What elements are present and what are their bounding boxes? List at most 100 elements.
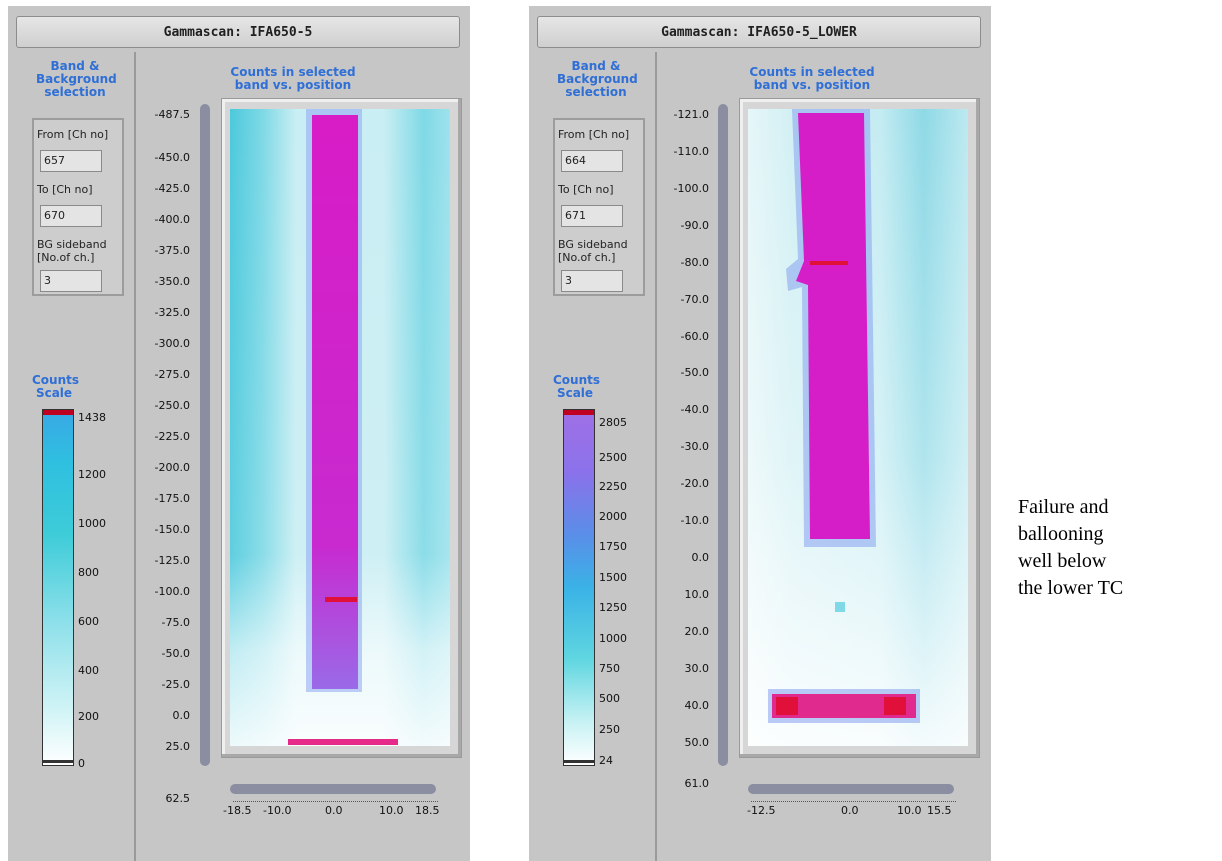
y-tick: -75.0 <box>161 616 190 629</box>
y-tick: -425.0 <box>154 182 190 195</box>
scale-tick: 2805 <box>599 416 627 429</box>
fuel-rod-signal <box>796 113 870 539</box>
y-tick: -50.0 <box>161 647 190 660</box>
lower-hot-spot-left <box>776 697 798 715</box>
scale-tick: 500 <box>599 692 620 705</box>
y-tick: 25.0 <box>165 740 191 753</box>
band-background-heading: Band & Background selection <box>557 59 638 99</box>
vertical-scrollbar[interactable] <box>200 104 210 766</box>
y-tick: -121.0 <box>673 108 709 121</box>
to-label: To [Ch no] <box>558 183 614 196</box>
scale-tick: 1000 <box>78 517 106 530</box>
intensity-map <box>748 109 968 746</box>
y-tick: 30.0 <box>684 662 710 675</box>
scale-tick: 750 <box>599 662 620 675</box>
bg-sideband-label: BG sideband <box>37 238 107 251</box>
plot-heading: Counts in selected band vs. position <box>749 65 875 92</box>
scale-max-marker <box>564 410 594 415</box>
counts-scale-heading: Counts Scale <box>32 373 80 400</box>
scale-tick: 1750 <box>599 540 627 553</box>
y-tick: -100.0 <box>154 585 190 598</box>
to-channel-input[interactable]: 671 <box>561 205 623 227</box>
horizontal-scrollbar[interactable] <box>230 784 436 794</box>
y-tick: -10.0 <box>680 514 709 527</box>
scale-tick: 1438 <box>78 411 106 424</box>
failure-annotation: Failure and ballooning well below the lo… <box>1018 494 1218 602</box>
gammascan-panel-2: Gammascan: IFA650-5_LOWER Band & Backgro… <box>529 6 991 861</box>
scale-tick: 600 <box>78 615 99 628</box>
intensity-map <box>230 109 450 746</box>
scale-min-marker <box>564 760 594 763</box>
annotation-line: ballooning <box>1018 523 1104 545</box>
plot-heading: Counts in selected band vs. position <box>230 65 356 92</box>
y-tick: -400.0 <box>154 213 190 226</box>
y-tick: -100.0 <box>673 182 709 195</box>
x-tick: -18.5 <box>223 804 252 817</box>
y-tick: 62.5 <box>165 792 191 805</box>
scale-tick: 400 <box>78 664 99 677</box>
bg-sideband-unit-label: [No.of ch.] <box>558 251 616 264</box>
scale-tick: 2250 <box>599 480 627 493</box>
y-tick: -375.0 <box>154 244 190 257</box>
bg-sideband-unit-label: [No.of ch.] <box>37 251 95 264</box>
bg-sideband-label: BG sideband <box>558 238 628 251</box>
scale-min-marker <box>43 760 73 763</box>
y-tick: -325.0 <box>154 306 190 319</box>
band-selection-box: From [Ch no] 664 To [Ch no] 671 BG sideb… <box>553 118 645 296</box>
scale-tick: 2000 <box>599 510 627 523</box>
scale-max-marker <box>43 410 73 415</box>
x-tick: 10.0 <box>897 804 922 817</box>
counts-scale-heading: Counts Scale <box>553 373 601 400</box>
y-tick: -225.0 <box>154 430 190 443</box>
y-tick: 40.0 <box>684 699 710 712</box>
to-channel-input[interactable]: 670 <box>40 205 102 227</box>
x-axis: -18.5 -10.0 0.0 10.0 18.5 <box>223 801 440 824</box>
bg-sideband-input[interactable]: 3 <box>561 270 623 292</box>
y-tick: -50.0 <box>680 366 709 379</box>
x-tick: 0.0 <box>325 804 343 817</box>
y-tick: -125.0 <box>154 554 190 567</box>
y-tick: -200.0 <box>154 461 190 474</box>
vertical-scrollbar[interactable] <box>718 104 728 766</box>
gammascan-panel-1: Gammascan: IFA650-5 Band & Background se… <box>8 6 470 861</box>
y-tick: 0.0 <box>691 551 710 564</box>
bg-sideband-input[interactable]: 3 <box>40 270 102 292</box>
from-label: From [Ch no] <box>558 128 630 141</box>
y-tick: -350.0 <box>154 275 190 288</box>
scale-tick: 1000 <box>599 632 627 645</box>
horizontal-scrollbar[interactable] <box>748 784 954 794</box>
y-tick: -20.0 <box>680 477 709 490</box>
scale-tick: 2500 <box>599 451 627 464</box>
from-label: From [Ch no] <box>37 128 109 141</box>
x-axis: -12.5 0.0 10.0 15.5 <box>747 801 956 824</box>
lower-signal-band <box>288 739 398 745</box>
y-tick: -275.0 <box>154 368 190 381</box>
scale-tick: 1200 <box>78 468 106 481</box>
y-tick: -487.5 <box>154 108 190 121</box>
y-tick: -90.0 <box>680 219 709 232</box>
y-tick: -25.0 <box>161 678 190 691</box>
scale-tick: 24 <box>599 754 613 767</box>
hot-spot <box>325 597 357 602</box>
y-tick: -150.0 <box>154 523 190 536</box>
debris-fragment <box>835 602 845 612</box>
from-channel-input[interactable]: 664 <box>561 150 623 172</box>
scale-tick: 1250 <box>599 601 627 614</box>
y-tick: -70.0 <box>680 293 709 306</box>
y-tick: -450.0 <box>154 151 190 164</box>
counts-color-scale <box>42 409 74 766</box>
lower-hot-spot-right <box>884 697 906 715</box>
from-channel-input[interactable]: 657 <box>40 150 102 172</box>
scale-tick: 200 <box>78 710 99 723</box>
annotation-line: well below <box>1018 550 1107 572</box>
scale-tick: 800 <box>78 566 99 579</box>
x-tick: 10.0 <box>379 804 404 817</box>
y-tick: -300.0 <box>154 337 190 350</box>
x-tick: 18.5 <box>415 804 440 817</box>
x-tick: 15.5 <box>927 804 952 817</box>
annotation-line: the lower TC <box>1018 577 1124 599</box>
to-label: To [Ch no] <box>37 183 93 196</box>
y-tick: -250.0 <box>154 399 190 412</box>
y-tick: -80.0 <box>680 256 709 269</box>
scale-tick: 0 <box>78 757 85 770</box>
